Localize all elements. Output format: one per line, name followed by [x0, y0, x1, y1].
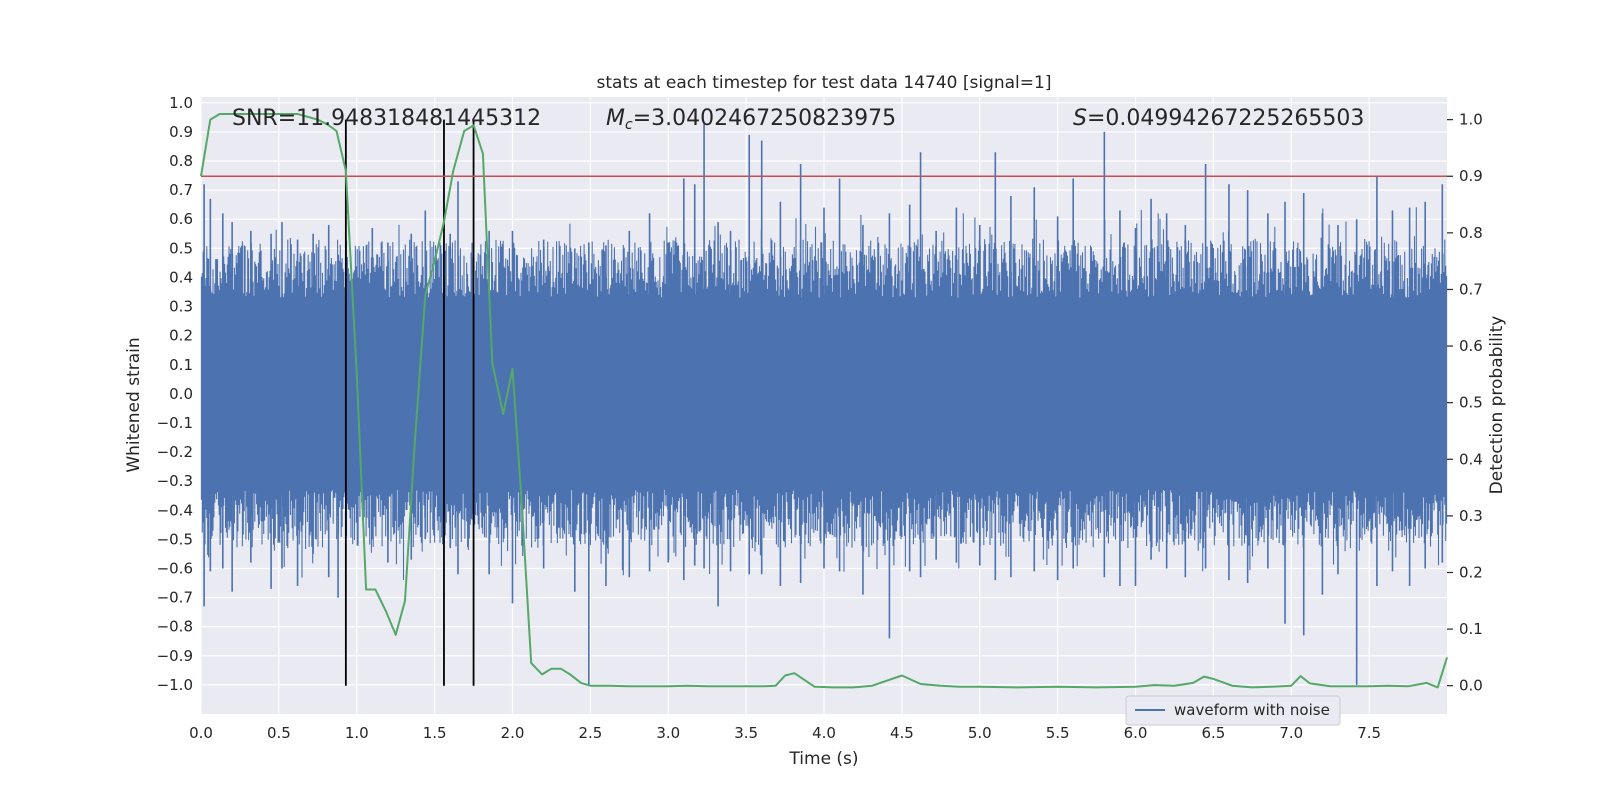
probability-layer: [200, 113, 1448, 689]
x-tick-13: 6.5: [1201, 724, 1225, 742]
y2-tick-7: 0.3: [1459, 507, 1483, 525]
legend-label: waveform with noise: [1174, 701, 1330, 719]
x-tick-0: 0.0: [189, 724, 213, 742]
y-tick-1: 0.9: [169, 123, 193, 141]
y-tick-16: −0.6: [157, 559, 193, 577]
x-tick-10: 5.0: [968, 724, 992, 742]
y2-tick-10: 0.0: [1459, 677, 1483, 695]
x-tick-labels: 0.0 0.5 1.0 1.5 2.0 2.5 3.0 3.5 4.0 4.5 5.0 5.5 6.0 6…: [189, 724, 1381, 742]
waveform-series: [200, 123, 1448, 685]
waveform-noise: [200, 207, 1448, 580]
s-symbol: S: [1073, 106, 1087, 131]
detection-probability-line: [200, 113, 1448, 689]
mc-subscript: c: [625, 117, 633, 133]
y-tick-11: −0.1: [157, 414, 193, 432]
y2-tick-9: 0.1: [1459, 620, 1483, 638]
x-tick-15: 7.5: [1357, 724, 1381, 742]
y-tick-14: −0.4: [157, 501, 193, 519]
s-annotation: S=0.04994267225265503: [1073, 106, 1364, 131]
legend: waveform with noise: [1125, 695, 1341, 726]
x-tick-7: 3.5: [734, 724, 758, 742]
s-value: =0.04994267225265503: [1087, 106, 1364, 131]
x-tick-6: 3.0: [656, 724, 680, 742]
y-tick-10: 0.0: [169, 385, 193, 403]
y2-tick-2: 0.8: [1459, 224, 1483, 242]
mc-annotation: Mc=3.0402467250823975: [606, 106, 896, 133]
x-tick-4: 2.0: [501, 724, 525, 742]
x-tick-8: 4.0: [812, 724, 836, 742]
y-tick-5: 0.5: [169, 239, 193, 257]
x-tick-14: 7.0: [1279, 724, 1303, 742]
snr-annotation: SNR=11.948318481445312: [232, 106, 541, 131]
y-tick-4: 0.6: [169, 210, 193, 228]
y2-axis-label: Detection probability: [1487, 316, 1507, 495]
y2-tick-4: 0.6: [1459, 337, 1483, 355]
y2-tick-5: 0.5: [1459, 394, 1483, 412]
y-tick-20: −1.0: [157, 676, 193, 694]
chart-title: stats at each timestep for test data 147…: [597, 73, 1052, 93]
y-tick-9: 0.1: [169, 356, 193, 374]
x-tick-12: 6.0: [1124, 724, 1148, 742]
x-tick-3: 1.5: [423, 724, 447, 742]
y-tick-8: 0.2: [169, 327, 193, 345]
x-tick-11: 5.5: [1046, 724, 1070, 742]
y-tick-7: 0.3: [169, 298, 193, 316]
y2-tick-8: 0.2: [1459, 563, 1483, 581]
y-tick-3: 0.7: [169, 181, 193, 199]
x-tick-2: 1.0: [345, 724, 369, 742]
y-tick-labels: 1.0 0.9 0.8 0.7 0.6 0.5 0.4 0.3 0.2 0.1 0.0 −0.1 −0.…: [157, 94, 193, 694]
x-tick-5: 2.5: [578, 724, 602, 742]
y-tick-17: −0.7: [157, 589, 193, 607]
y-tick-0: 1.0: [169, 94, 193, 112]
y-tick-18: −0.8: [157, 618, 193, 636]
x-tick-9: 4.5: [890, 724, 914, 742]
mc-value: =3.0402467250823975: [633, 106, 896, 131]
y-tick-12: −0.2: [157, 443, 193, 461]
x-tick-1: 0.5: [267, 724, 291, 742]
y2-tick-3: 0.7: [1459, 280, 1483, 298]
y2-tick-labels: 1.0 0.9 0.8 0.7 0.6 0.5 0.4 0.3 0.2 0.1 0.0: [1447, 111, 1483, 695]
y2-tick-0: 1.0: [1459, 111, 1483, 129]
y-tick-2: 0.8: [169, 152, 193, 170]
y-axis-label: Whitened strain: [124, 337, 144, 472]
y-tick-15: −0.5: [157, 530, 193, 548]
x-axis-label: Time (s): [788, 749, 858, 769]
y2-tick-1: 0.9: [1459, 167, 1483, 185]
mc-symbol: M: [606, 106, 625, 131]
vertical-markers: [344, 119, 475, 686]
y-tick-6: 0.4: [169, 268, 193, 286]
legend-box: [1125, 695, 1341, 726]
y-tick-19: −0.9: [157, 647, 193, 665]
y2-tick-6: 0.4: [1459, 450, 1483, 468]
y-tick-13: −0.3: [157, 472, 193, 490]
